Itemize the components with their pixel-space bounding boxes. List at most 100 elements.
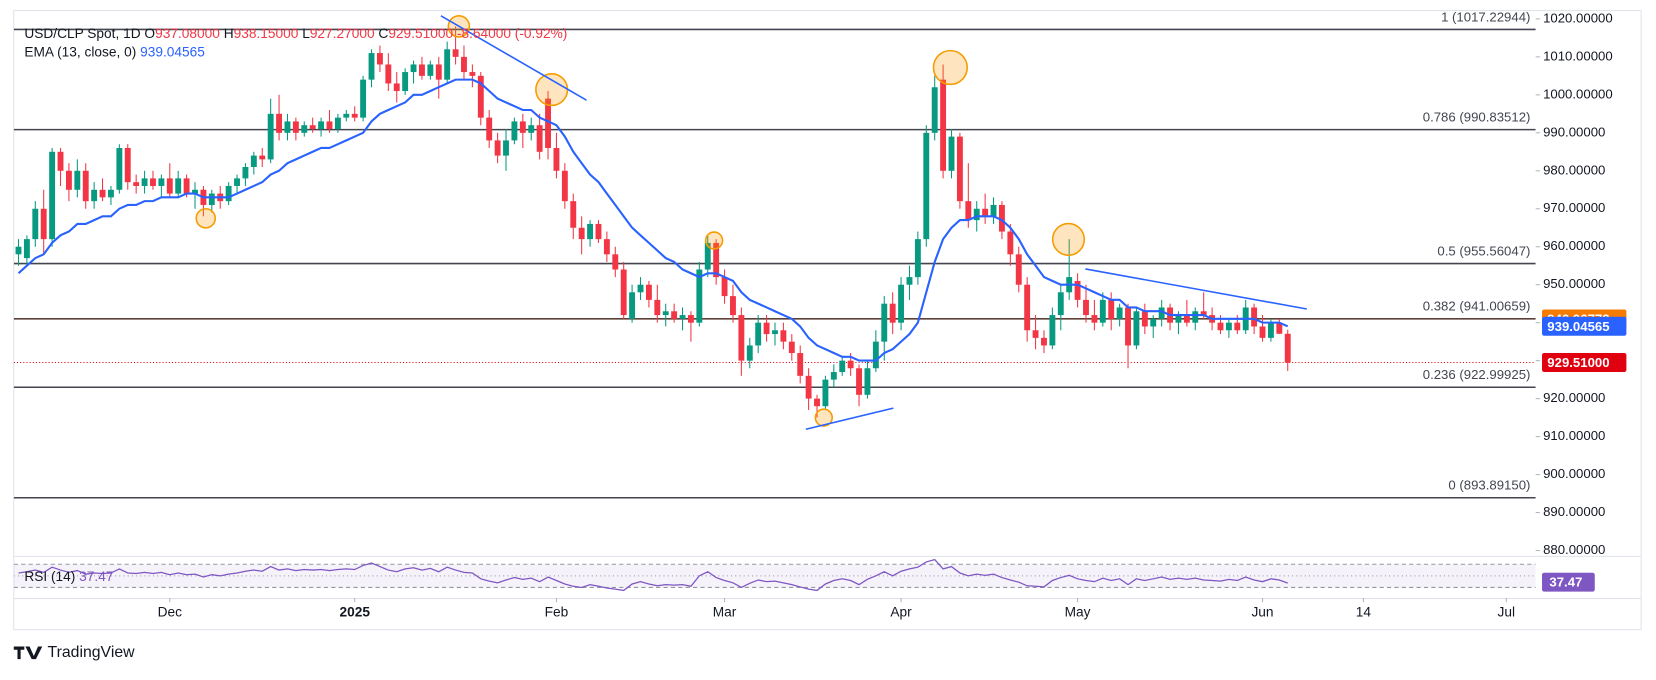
candle-body: [906, 277, 913, 285]
legend-value: 937.08000: [155, 25, 220, 40]
logo: TradingView: [13, 644, 136, 661]
y-tick-label: 980.00000: [1543, 162, 1605, 177]
candle-body: [982, 208, 989, 217]
candle-body: [923, 132, 930, 240]
candle-body: [595, 223, 602, 240]
candle-body: [368, 53, 375, 80]
price-tag-label: 929.51000: [1547, 355, 1609, 370]
candle-body: [788, 341, 795, 354]
legend-ema-value: 939.04565: [140, 44, 205, 59]
marker-circle: [535, 73, 569, 107]
logo-icon: [13, 646, 43, 660]
candle-body: [15, 246, 22, 255]
legend-key: H: [224, 25, 234, 40]
marker-circle: [932, 49, 969, 86]
legend-value: 927.27000: [310, 25, 375, 40]
candle-body: [687, 315, 694, 323]
y-tick-label: 920.00000: [1543, 390, 1605, 405]
legend-value: -8.64000 (-0.92%): [457, 25, 567, 40]
candle-body: [612, 254, 619, 270]
candle-body: [284, 121, 291, 133]
legend-rsi-value: 37.47: [79, 569, 113, 584]
candle-body: [1150, 318, 1157, 327]
y-tick-label: 910.00000: [1543, 428, 1605, 443]
x-tick-label: Feb: [545, 604, 569, 619]
candle-body: [343, 113, 350, 118]
candle-body: [435, 64, 442, 80]
legend: USD/CLP Spot, 1D O937.08000 H938.15000 L…: [24, 25, 567, 583]
candle-body: [116, 148, 123, 190]
candle-body: [1024, 284, 1031, 331]
candle-body: [23, 239, 30, 259]
x-tick-label: 14: [1356, 604, 1372, 619]
candle-body: [797, 353, 804, 376]
candle-body: [410, 64, 417, 73]
y-tick-label: 890.00000: [1543, 504, 1605, 519]
candle-body: [452, 49, 459, 57]
candle-body: [1200, 311, 1207, 316]
fib-label: 0.5 (955.56047): [1437, 243, 1530, 258]
candle-body: [755, 322, 762, 346]
candle-body: [990, 204, 997, 217]
candle-body: [940, 79, 947, 171]
candle-body: [772, 330, 778, 335]
candle-body: [108, 189, 114, 198]
candle-body: [242, 166, 249, 179]
legend-value: 938.15000: [234, 25, 299, 40]
candle-body: [965, 201, 972, 221]
trend-line: [805, 407, 894, 431]
candle-body: [746, 345, 753, 361]
candle-body: [822, 379, 829, 407]
candle-body: [872, 341, 879, 369]
candle-body: [881, 303, 888, 342]
x-tick-label: Jun: [1251, 604, 1273, 619]
candle-body: [654, 299, 661, 316]
candle-body: [1057, 292, 1064, 316]
candle-body: [637, 284, 644, 293]
candle-body: [494, 140, 501, 156]
candle-body: [82, 170, 89, 202]
candle-body: [469, 72, 476, 76]
legend-row: RSI (14) 37.47: [24, 569, 113, 584]
candle-body: [1276, 322, 1283, 334]
candle-body: [1074, 280, 1081, 300]
candle-body: [360, 79, 367, 118]
candle-body: [1099, 299, 1106, 323]
candle-body: [49, 151, 56, 240]
legend-row: USD/CLP Spot, 1D O937.08000 H938.15000 L…: [24, 25, 567, 40]
candle-body: [561, 170, 568, 202]
candle-body: [730, 296, 736, 316]
candle-body: [427, 64, 434, 76]
candle-body: [166, 178, 173, 194]
candle-body: [973, 208, 980, 221]
candle-body: [393, 83, 400, 92]
candle-body: [662, 311, 669, 316]
x-tick-label: Apr: [890, 604, 912, 619]
candle-body: [839, 360, 846, 373]
candle-body: [864, 368, 871, 395]
candle-body: [671, 311, 678, 319]
brand: TradingView: [48, 644, 136, 661]
candle-body: [1141, 311, 1148, 327]
marker-circle: [195, 208, 217, 229]
candle-body: [956, 136, 963, 202]
fib-label: 0.236 (922.99925): [1423, 367, 1531, 382]
candle-body: [1284, 333, 1291, 363]
y-tick-label: 950.00000: [1543, 276, 1605, 291]
candle-body: [259, 155, 266, 160]
legend-key: C: [378, 25, 388, 40]
candle-body: [276, 113, 283, 133]
candle-body: [208, 193, 215, 205]
rsi-band: [13, 564, 1536, 588]
candle-body: [292, 121, 299, 133]
candle-body: [603, 239, 610, 255]
candle-body: [645, 284, 652, 300]
candle-body: [334, 117, 341, 130]
candle-body: [1225, 322, 1232, 331]
candle-body: [1116, 307, 1123, 319]
annotations: [195, 15, 1307, 431]
candle-body: [57, 151, 64, 171]
main-pane: [13, 26, 1536, 499]
